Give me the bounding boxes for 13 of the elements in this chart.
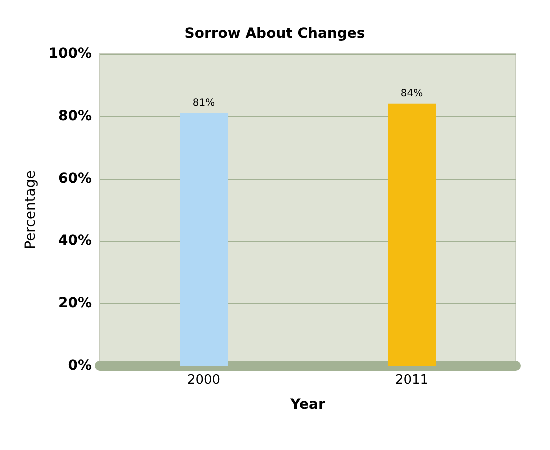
- y-tick-label: 60%: [58, 170, 92, 187]
- data-label: 84%: [400, 88, 424, 100]
- data-label: 81%: [192, 98, 216, 109]
- y-tick-label: 20%: [58, 296, 92, 312]
- chart-title: Sorrow About Changes: [184, 26, 366, 42]
- x-axis-title: Year: [290, 397, 326, 413]
- y-tick-label: 80%: [58, 108, 92, 124]
- y-tick-label: 40%: [58, 233, 92, 250]
- y-tick-label: 0%: [68, 358, 92, 374]
- y-axis-title: Percentage: [22, 170, 39, 250]
- x-tick-label: 2011: [395, 373, 429, 388]
- x-tick-label: 2000: [187, 373, 221, 388]
- y-tick-label: 100%: [48, 46, 92, 62]
